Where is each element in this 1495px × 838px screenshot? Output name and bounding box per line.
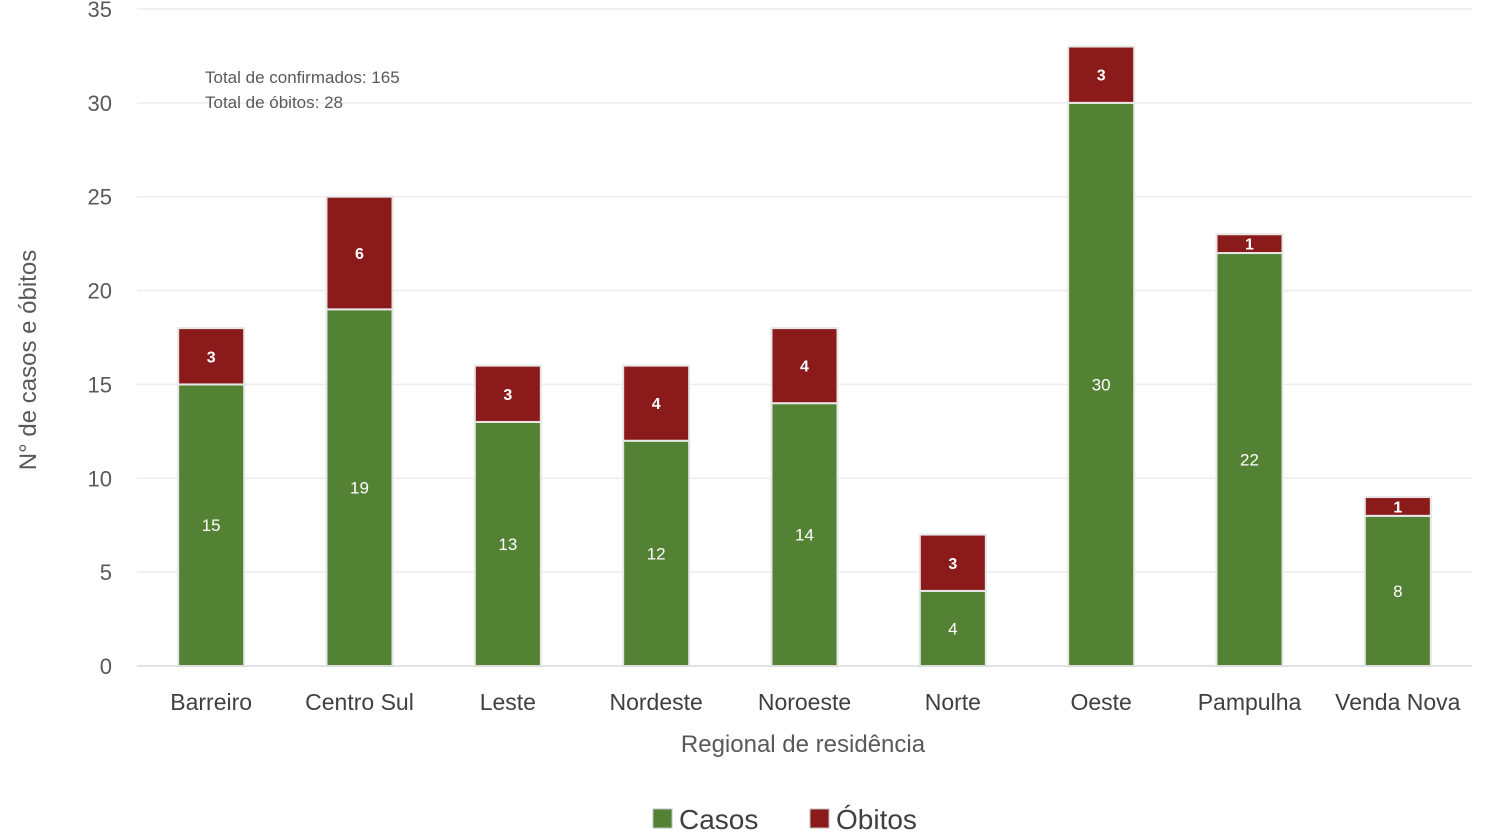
legend: Casos Óbitos xyxy=(652,804,917,835)
x-category-label: Venda Nova xyxy=(1335,689,1461,715)
bar-obitos xyxy=(770,327,839,405)
legend-label-casos: Casos xyxy=(679,804,758,835)
data-label-obitos: 1 xyxy=(1393,499,1402,516)
data-label-obitos: 3 xyxy=(1097,68,1106,85)
bar-obitos xyxy=(1363,496,1432,517)
bar-obitos xyxy=(177,327,246,386)
bars xyxy=(177,45,1432,668)
data-label-obitos: 6 xyxy=(355,246,364,263)
x-category-label: Norte xyxy=(925,689,981,715)
y-tick-label: 25 xyxy=(88,185,112,210)
bar-obitos xyxy=(325,195,394,311)
x-axis-title: Regional de residência xyxy=(681,731,926,758)
data-label-casos: 12 xyxy=(647,544,666,563)
data-label-obitos: 1 xyxy=(1245,237,1254,254)
y-tick-label: 15 xyxy=(88,372,112,397)
bar-casos xyxy=(1363,514,1432,667)
bar-casos xyxy=(918,589,987,668)
data-label-obitos: 3 xyxy=(503,387,512,404)
x-category-label: Barreiro xyxy=(170,689,252,715)
y-axis-title: N° de casos e óbitos xyxy=(15,250,42,470)
y-tick-label: 20 xyxy=(88,279,112,304)
data-label-casos: 13 xyxy=(498,535,517,554)
y-tick-label: 10 xyxy=(88,466,112,491)
legend-swatch-obitos xyxy=(809,808,830,829)
bar-obitos xyxy=(1215,233,1284,255)
y-tick-label: 5 xyxy=(100,560,112,585)
x-category-label: Pampulha xyxy=(1198,689,1302,715)
data-label-obitos: 4 xyxy=(800,359,809,376)
x-category-label: Oeste xyxy=(1070,689,1131,715)
data-label-casos: 19 xyxy=(350,479,369,498)
x-category-label: Leste xyxy=(480,689,536,715)
bar-casos xyxy=(473,420,542,667)
bar-obitos xyxy=(1067,45,1136,104)
bar-obitos xyxy=(622,364,691,442)
data-label-casos: 15 xyxy=(202,516,221,535)
data-label-casos: 4 xyxy=(948,619,957,638)
legend-label-obitos: Óbitos xyxy=(836,804,917,835)
data-label-obitos: 3 xyxy=(207,349,216,366)
legend-swatch-casos xyxy=(652,808,673,829)
annotation-total-confirmados: Total de confirmados: 165 xyxy=(205,68,400,87)
data-label-casos: 30 xyxy=(1092,375,1111,394)
data-label-obitos: 4 xyxy=(652,396,661,413)
x-category-label: Noroeste xyxy=(758,689,851,715)
bar-casos xyxy=(1215,252,1284,667)
x-category-label: Centro Sul xyxy=(305,689,414,715)
data-label-casos: 14 xyxy=(795,526,814,545)
y-tick-label: 30 xyxy=(88,91,112,116)
bar-casos xyxy=(325,308,394,667)
annotation-total-obitos: Total de óbitos: 28 xyxy=(205,93,343,112)
x-category-label: Nordeste xyxy=(610,689,703,715)
data-label-casos: 8 xyxy=(1393,582,1402,601)
data-labels: 15 3 19 6 13 3 12 4 14 4 4 3 30 3 22 1 8 1 xyxy=(202,68,1403,639)
bar-casos xyxy=(1067,101,1136,668)
bar-obitos xyxy=(473,364,542,423)
data-label-casos: 22 xyxy=(1240,451,1259,470)
y-tick-label: 0 xyxy=(100,654,112,679)
x-axis-categories: Barreiro Centro Sul Leste Nordeste Noroeste N… xyxy=(170,689,1460,715)
bar-casos xyxy=(622,439,691,667)
y-axis-ticks: 0 5 10 15 20 25 30 35 xyxy=(88,0,112,679)
data-label-obitos: 3 xyxy=(948,556,957,573)
y-tick-label: 35 xyxy=(88,0,112,22)
bar-obitos xyxy=(918,533,987,592)
